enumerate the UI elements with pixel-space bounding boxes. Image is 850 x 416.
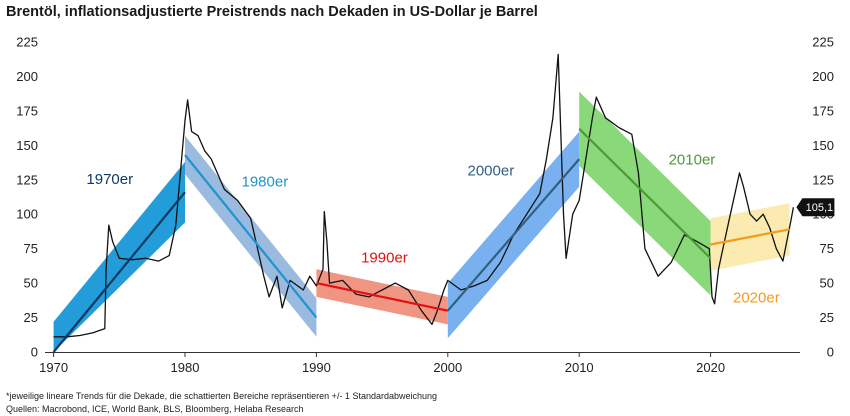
y-tick-right: 125 <box>812 172 834 187</box>
y-tick-left: 125 <box>16 172 38 187</box>
decade-label-2010er: 2010er <box>669 152 716 169</box>
trend-line-2000er <box>446 158 581 312</box>
decade-label-2000er: 2000er <box>468 163 515 180</box>
y-tick-left: 150 <box>16 138 38 153</box>
trend-line-2010er <box>578 128 712 260</box>
y-tick-right: 25 <box>820 310 834 325</box>
y-tick-left: 75 <box>24 241 38 256</box>
x-tick-label: 2020 <box>696 360 725 375</box>
y-tick-left: 225 <box>16 35 38 50</box>
y-tick-right: 0 <box>827 345 834 360</box>
trend-line-2020er <box>710 228 790 246</box>
decade-label-2020er: 2020er <box>733 289 780 306</box>
y-tick-right: 150 <box>812 138 834 153</box>
x-tick-label: 1990 <box>302 360 331 375</box>
x-tick-label: 1970 <box>39 360 68 375</box>
x-tick-label: 2000 <box>433 360 462 375</box>
y-tick-left: 0 <box>31 345 38 360</box>
y-tick-right: 200 <box>812 69 834 84</box>
trend-line-1970er <box>52 191 186 353</box>
trend-lines <box>52 128 790 353</box>
sources: Quellen: Macrobond, ICE, World Bank, BLS… <box>6 404 304 414</box>
decade-label-1990er: 1990er <box>361 249 408 266</box>
decade-label-1970er: 1970er <box>86 171 133 188</box>
trend-line-1990er <box>316 282 449 312</box>
trend-bands <box>53 91 790 352</box>
last-value-label: 105,1 <box>806 202 834 214</box>
last-value-marker: 105,1 <box>796 198 835 217</box>
y-tick-right: 175 <box>812 103 834 118</box>
y-tick-right: 50 <box>820 276 834 291</box>
last-value-flag <box>796 198 835 217</box>
trend-line-1980er <box>184 154 318 319</box>
decade-label-1980er: 1980er <box>242 174 289 191</box>
y-tick-left: 25 <box>24 310 38 325</box>
y-tick-left: 175 <box>16 103 38 118</box>
x-tick-label: 1980 <box>171 360 200 375</box>
y-tick-left: 200 <box>16 69 38 84</box>
y-tick-right: 75 <box>820 241 834 256</box>
x-tick-label: 2010 <box>565 360 594 375</box>
price-series <box>53 53 795 338</box>
y-tick-right: 225 <box>812 35 834 50</box>
footnote: *jeweilige lineare Trends für die Dekade… <box>6 391 438 401</box>
axes: 0025255050757510010012512515015017517520… <box>16 35 834 376</box>
y-tick-left: 100 <box>16 207 38 222</box>
price-line <box>53 53 795 338</box>
chart-title: Brentöl, inflationsadjustierte Preistren… <box>6 4 538 20</box>
y-tick-left: 50 <box>24 276 38 291</box>
decade-labels: 1970er 1980er 1990er 2000er 2010er 2020er <box>86 152 779 307</box>
